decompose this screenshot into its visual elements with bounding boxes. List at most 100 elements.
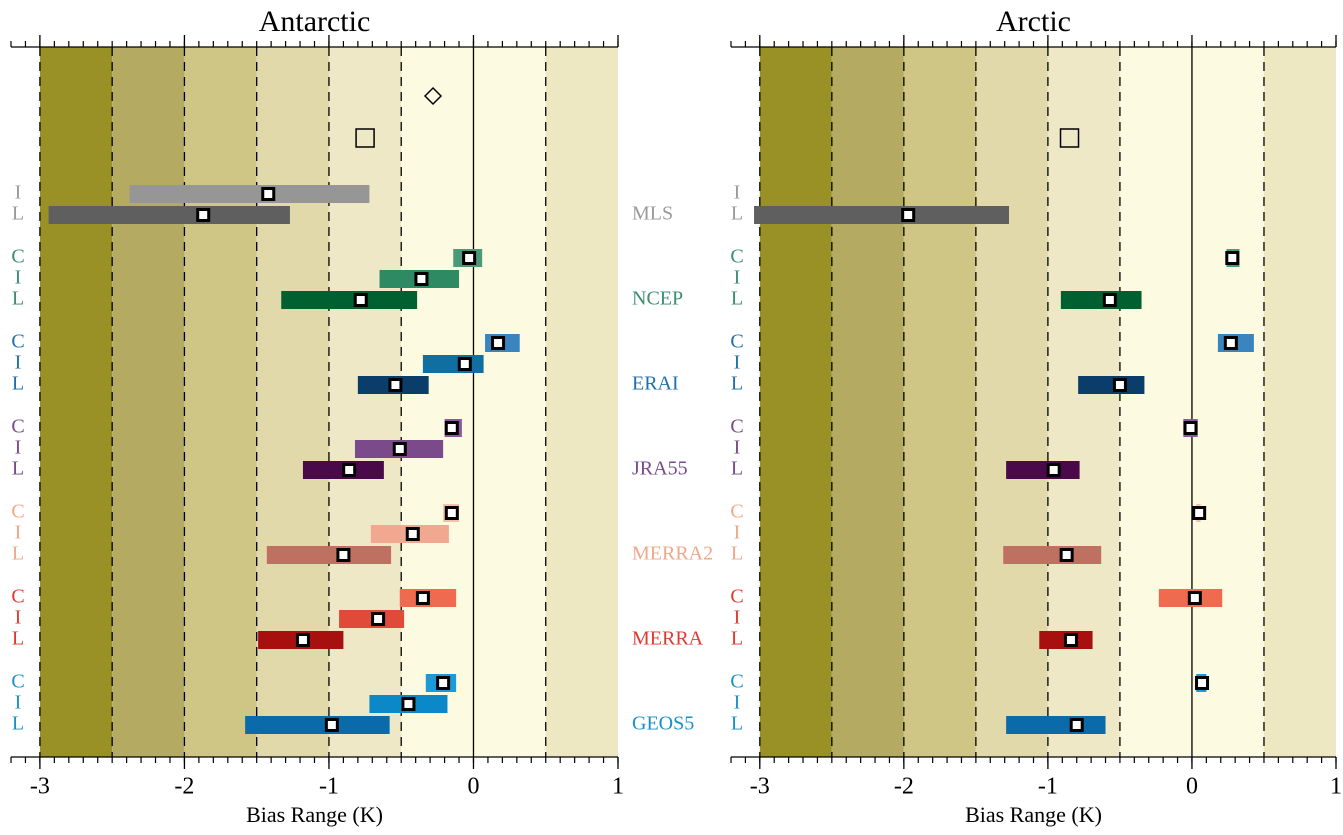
row-label: L <box>731 628 743 650</box>
value-marker <box>1112 378 1127 392</box>
value-marker <box>415 591 430 605</box>
row-label: I <box>734 522 741 544</box>
x-tick-label: -2 <box>894 774 914 800</box>
value-marker <box>353 293 368 307</box>
row-label: C <box>11 331 24 353</box>
value-marker <box>261 187 276 201</box>
x-tick-label: -1 <box>1038 774 1058 800</box>
band <box>112 47 185 757</box>
row-label: L <box>731 203 743 225</box>
range-bar <box>281 291 418 309</box>
value-marker <box>1069 718 1084 732</box>
x-tick-label: -1 <box>319 774 339 800</box>
row-label: I <box>15 182 22 204</box>
range-bar <box>1060 291 1142 309</box>
row-label: C <box>730 586 743 608</box>
range-bar <box>422 355 484 373</box>
value-marker <box>1187 591 1202 605</box>
row-label: L <box>12 458 24 480</box>
row-label: L <box>731 458 743 480</box>
band <box>39 47 113 757</box>
value-marker <box>491 336 506 350</box>
value-marker <box>1223 336 1238 350</box>
row-label: C <box>11 671 24 693</box>
value-marker <box>295 633 310 647</box>
value-marker <box>1063 633 1078 647</box>
dataset-label: MERRA2 <box>632 543 713 565</box>
row-label: L <box>12 203 24 225</box>
value-marker <box>371 612 386 626</box>
range-bar <box>1078 376 1145 394</box>
row-label: I <box>15 607 22 629</box>
band <box>759 47 832 757</box>
x-tick-label: -3 <box>30 774 50 800</box>
row-label: I <box>734 352 741 374</box>
square-symbol <box>355 128 375 148</box>
value-marker <box>436 676 451 690</box>
value-marker <box>405 527 420 541</box>
x-axis-label: Bias Range (K) <box>246 802 383 827</box>
value-marker <box>1195 676 1210 690</box>
value-marker <box>401 697 416 711</box>
x-tick-label: -2 <box>174 774 194 800</box>
dataset-label: JRA55 <box>632 458 688 480</box>
value-marker <box>1183 421 1198 435</box>
dataset-label: ERAI <box>632 373 679 395</box>
row-label: L <box>12 543 24 565</box>
row-label: C <box>730 416 743 438</box>
value-marker <box>392 442 407 456</box>
row-label: C <box>11 246 24 268</box>
band <box>975 47 1048 757</box>
value-marker <box>414 272 429 286</box>
row-label: L <box>731 713 743 735</box>
value-marker <box>462 251 477 265</box>
row-label: I <box>734 437 741 459</box>
band <box>1263 47 1336 757</box>
band <box>256 47 329 757</box>
value-marker <box>1046 463 1061 477</box>
row-label: C <box>730 671 743 693</box>
value-marker <box>457 357 472 371</box>
range-bar <box>129 185 370 203</box>
band <box>545 47 618 757</box>
range-bar <box>48 206 290 224</box>
range-bar <box>1003 546 1102 564</box>
row-label: C <box>11 416 24 438</box>
dataset-label: MERRA <box>632 628 704 650</box>
range-bar <box>1006 461 1080 479</box>
row-label: L <box>12 373 24 395</box>
row-label: I <box>15 692 22 714</box>
row-label: C <box>730 246 743 268</box>
row-label: C <box>730 331 743 353</box>
row-label: L <box>12 288 24 310</box>
row-label: I <box>734 182 741 204</box>
value-marker <box>196 208 211 222</box>
value-marker <box>342 463 357 477</box>
value-marker <box>1192 506 1207 520</box>
x-tick-label: 1 <box>1330 774 1342 800</box>
panel-title: Antarctic <box>259 5 371 38</box>
value-marker <box>336 548 351 562</box>
value-marker <box>1102 293 1117 307</box>
dataset-label: NCEP <box>632 288 683 310</box>
row-label: I <box>734 267 741 289</box>
dataset-label: MLS <box>632 203 673 225</box>
diamond-symbol <box>423 86 443 106</box>
row-label: I <box>15 437 22 459</box>
band <box>1047 47 1120 757</box>
band <box>903 47 976 757</box>
row-label: I <box>15 267 22 289</box>
row-label: L <box>12 713 24 735</box>
x-tick-label: 0 <box>1186 774 1198 800</box>
x-tick-label: -3 <box>750 774 770 800</box>
range-bar <box>754 206 1010 224</box>
value-marker <box>324 718 339 732</box>
x-axis-label: Bias Range (K) <box>965 802 1102 827</box>
row-label: I <box>734 607 741 629</box>
row-label: C <box>11 586 24 608</box>
value-marker <box>444 421 459 435</box>
row-label: L <box>731 288 743 310</box>
band <box>831 47 904 757</box>
band <box>328 47 402 757</box>
